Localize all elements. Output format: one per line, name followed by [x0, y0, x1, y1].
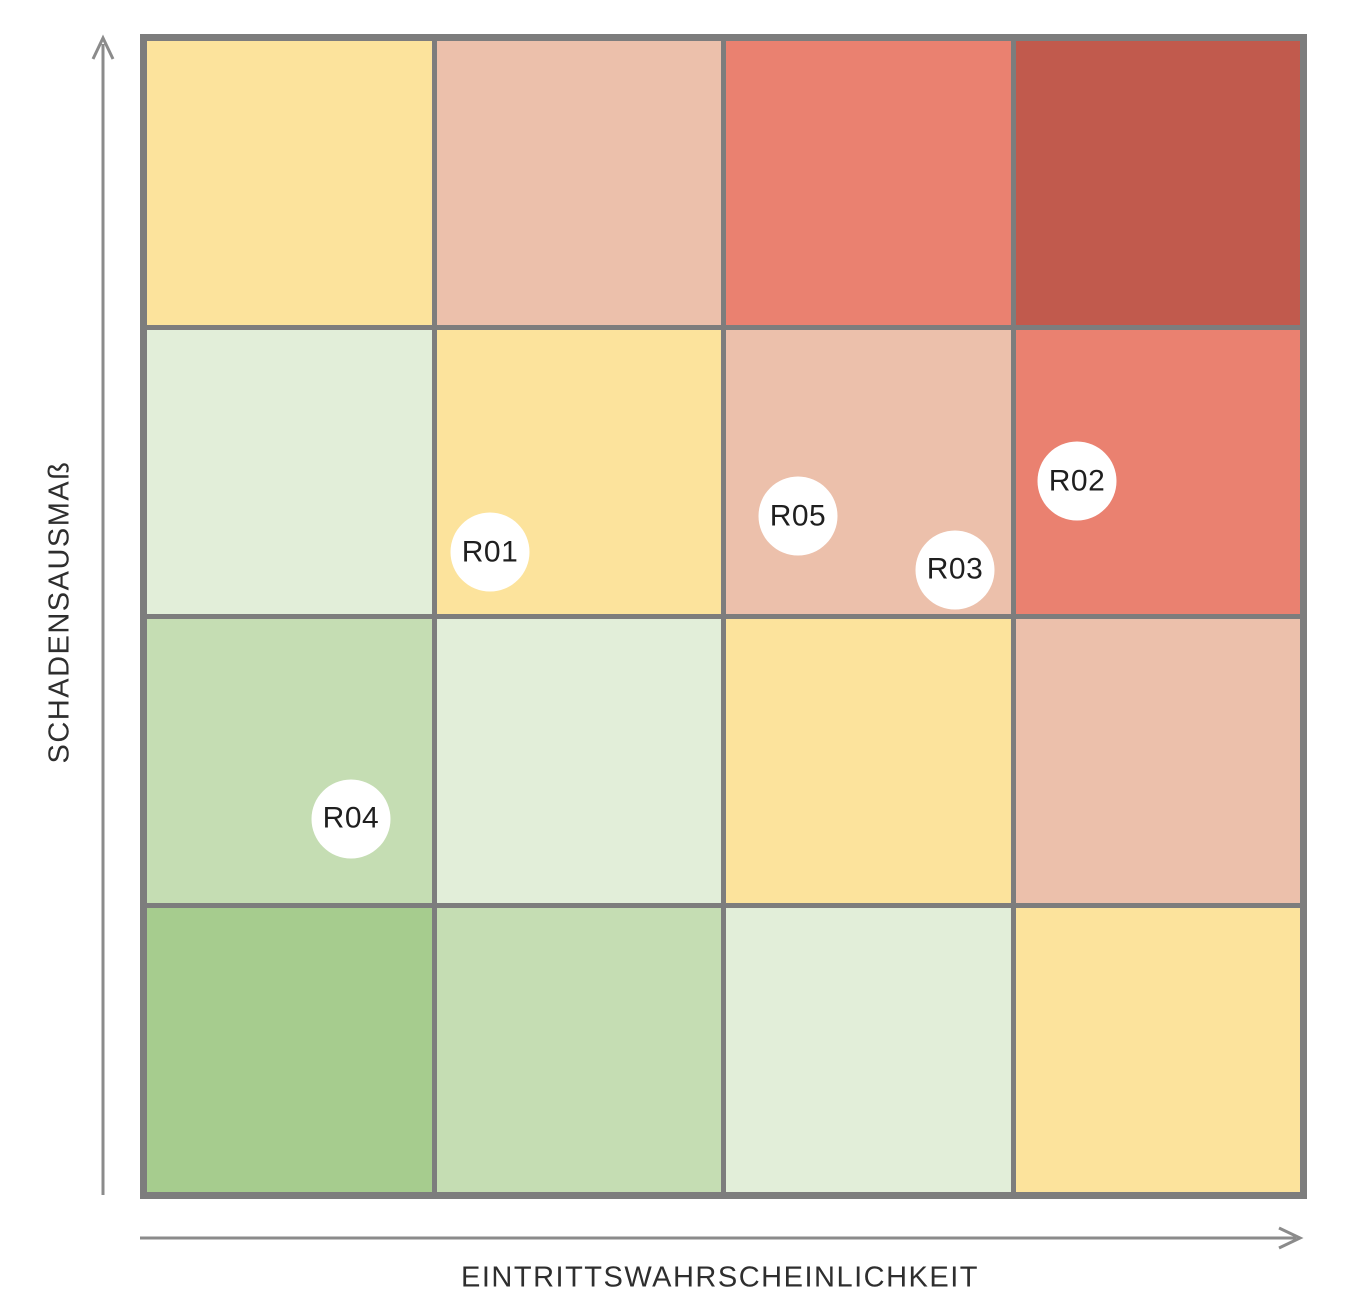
risk-marker-R03[interactable]: R03	[915, 530, 995, 610]
risk-marker-R02[interactable]: R02	[1037, 441, 1117, 521]
risk-marker-R05[interactable]: R05	[758, 476, 838, 556]
risk-marker-label: R01	[461, 535, 519, 569]
matrix-cell-r3c4	[1015, 619, 1300, 903]
risk-marker-label: R03	[926, 552, 984, 586]
risk-matrix-grid	[140, 34, 1307, 1199]
risk-marker-R04[interactable]: R04	[311, 779, 391, 859]
risk-marker-layer: R01 R02 R03 R04 R05	[147, 41, 1300, 1192]
x-axis-arrowhead-icon	[1278, 1226, 1304, 1250]
matrix-cell-r3c2	[436, 619, 721, 903]
matrix-cell-r1c4	[1015, 41, 1300, 325]
y-axis-label: SCHADENSAUSMAß	[43, 460, 76, 764]
matrix-cell-r1c3	[726, 41, 1011, 325]
y-axis-arrowhead-icon	[91, 34, 115, 60]
risk-marker-label: R05	[769, 499, 827, 533]
matrix-cell-r1c2	[436, 41, 721, 325]
risk-marker-R01[interactable]: R01	[450, 512, 530, 592]
risk-marker-label: R02	[1048, 464, 1106, 498]
matrix-cell-r2c1	[147, 330, 432, 614]
matrix-cell-r4c1	[147, 908, 432, 1192]
risk-marker-label: R04	[322, 801, 380, 835]
matrix-cell-r3c3	[726, 619, 1011, 903]
matrix-cell-r1c1	[147, 41, 432, 325]
matrix-cell-r4c2	[436, 908, 721, 1192]
matrix-cell-r4c3	[726, 908, 1011, 1192]
matrix-cell-r3c1	[147, 619, 432, 903]
x-axis-label: EINTRITTSWAHRSCHEINLICHKEIT	[461, 1261, 979, 1294]
matrix-cell-r4c4	[1015, 908, 1300, 1192]
